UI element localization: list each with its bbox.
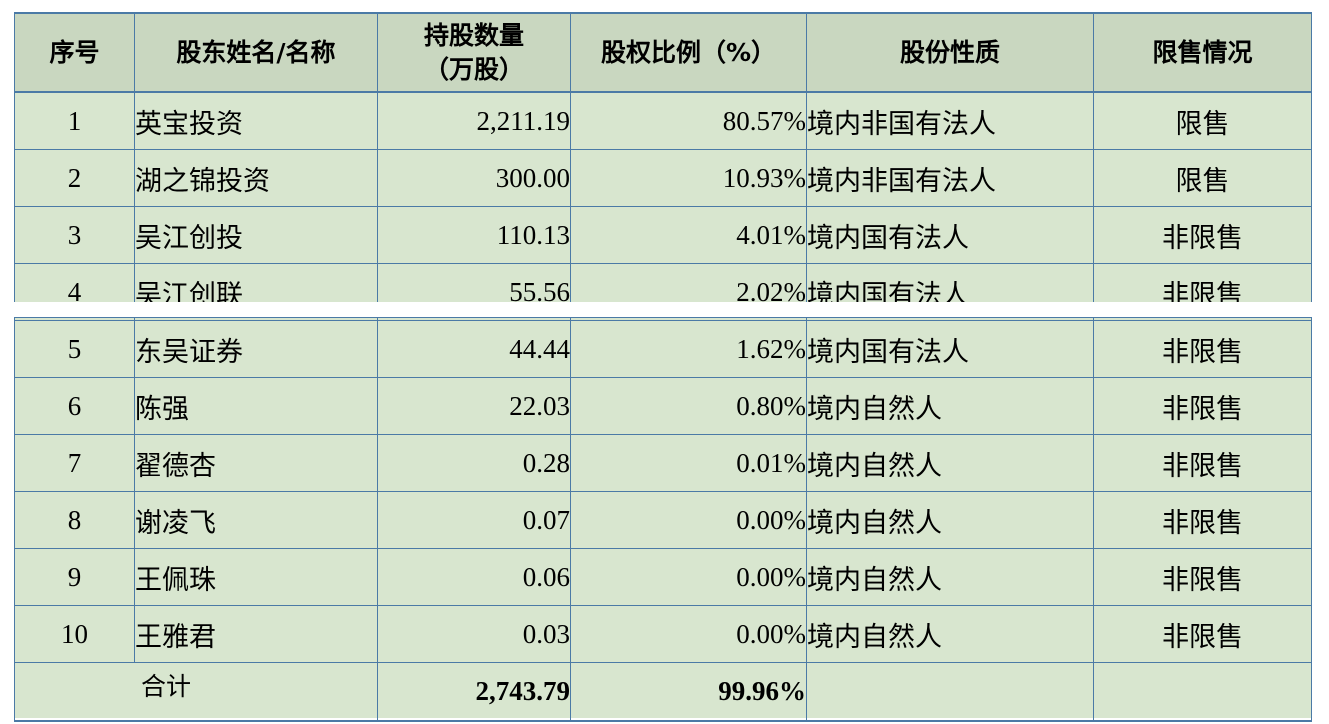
total-ratio: 99.96% bbox=[570, 662, 807, 722]
cell-ratio: 0.80% bbox=[570, 377, 807, 435]
cell-seq: 10 bbox=[14, 605, 135, 663]
cell-nature: 境内自然人 bbox=[806, 548, 1094, 606]
cell-shares: 0.03 bbox=[377, 605, 571, 663]
table-row: 1 英宝投资 2,211.19 80.57% 境内非国有法人 限售 bbox=[14, 91, 1312, 150]
header-ratio: 股权比例（%） bbox=[570, 12, 807, 93]
cell-nature: 境内自然人 bbox=[806, 377, 1094, 435]
cell-shares: 0.28 bbox=[377, 434, 571, 492]
table-row: 10 王雅君 0.03 0.00% 境内自然人 非限售 bbox=[14, 605, 1312, 663]
total-restriction-empty bbox=[1093, 662, 1312, 722]
cell-seq: 3 bbox=[14, 206, 135, 264]
table-row: 8 谢凌飞 0.07 0.00% 境内自然人 非限售 bbox=[14, 491, 1312, 549]
cell-restriction: 非限售 bbox=[1093, 491, 1312, 549]
total-label: 合计 bbox=[14, 662, 378, 722]
cell-restriction: 非限售 bbox=[1093, 548, 1312, 606]
cell-ratio: 10.93% bbox=[570, 149, 807, 207]
cell-ratio: 4.01% bbox=[570, 206, 807, 264]
cell-name: 英宝投资 bbox=[134, 91, 378, 150]
cell-name: 吴江创投 bbox=[134, 206, 378, 264]
cell-seq: 9 bbox=[14, 548, 135, 606]
table-row: 5 东吴证券 44.44 1.62% 境内国有法人 非限售 bbox=[14, 320, 1312, 378]
header-shares-line2: （万股） bbox=[423, 54, 524, 84]
cell-nature: 境内自然人 bbox=[806, 605, 1094, 663]
header-shares-line1: 持股数量 bbox=[423, 20, 524, 50]
cell-shares: 22.03 bbox=[377, 377, 571, 435]
cell-seq: 1 bbox=[14, 91, 135, 150]
cell-name: 王雅君 bbox=[134, 605, 378, 663]
header-restriction: 限售情况 bbox=[1093, 12, 1312, 93]
cell-shares: 0.07 bbox=[377, 491, 571, 549]
cell-restriction: 非限售 bbox=[1093, 605, 1312, 663]
cell-seq: 2 bbox=[14, 149, 135, 207]
cell-ratio: 1.62% bbox=[570, 320, 807, 378]
cell-restriction: 非限售 bbox=[1093, 377, 1312, 435]
cell-name: 湖之锦投资 bbox=[134, 149, 378, 207]
cell-seq: 7 bbox=[14, 434, 135, 492]
cell-restriction: 非限售 bbox=[1093, 434, 1312, 492]
table-row: 7 翟德杏 0.28 0.01% 境内自然人 非限售 bbox=[14, 434, 1312, 492]
header-shares: 持股数量 （万股） bbox=[377, 12, 571, 93]
cell-name: 陈强 bbox=[134, 377, 378, 435]
cell-shares: 44.44 bbox=[377, 320, 571, 378]
cell-restriction: 非限售 bbox=[1093, 206, 1312, 264]
cell-name: 翟德杏 bbox=[134, 434, 378, 492]
cell-nature: 境内非国有法人 bbox=[806, 149, 1094, 207]
cell-shares: 300.00 bbox=[377, 149, 571, 207]
total-shares: 2,743.79 bbox=[377, 662, 571, 722]
header-seq: 序号 bbox=[14, 12, 135, 93]
cell-ratio: 0.00% bbox=[570, 548, 807, 606]
cell-ratio: 0.00% bbox=[570, 605, 807, 663]
cell-name: 王佩珠 bbox=[134, 548, 378, 606]
cell-seq: 6 bbox=[14, 377, 135, 435]
shareholder-table: 序号 股东姓名/名称 持股数量 （万股） 股权比例（%） 股份性质 限售情况 1… bbox=[14, 12, 1312, 722]
cell-nature: 境内非国有法人 bbox=[806, 91, 1094, 150]
cell-nature: 境内自然人 bbox=[806, 491, 1094, 549]
table-row: 9 王佩珠 0.06 0.00% 境内自然人 非限售 bbox=[14, 548, 1312, 606]
cell-nature: 境内国有法人 bbox=[806, 206, 1094, 264]
header-nature: 股份性质 bbox=[806, 12, 1094, 93]
cell-name: 东吴证券 bbox=[134, 320, 378, 378]
cell-shares: 2,211.19 bbox=[377, 91, 571, 150]
cell-restriction: 限售 bbox=[1093, 91, 1312, 150]
cell-ratio: 0.01% bbox=[570, 434, 807, 492]
total-nature-empty bbox=[806, 662, 1094, 722]
cell-seq: 5 bbox=[14, 320, 135, 378]
cell-shares: 0.06 bbox=[377, 548, 571, 606]
cell-restriction: 非限售 bbox=[1093, 320, 1312, 378]
cell-shares: 110.13 bbox=[377, 206, 571, 264]
table-header-row: 序号 股东姓名/名称 持股数量 （万股） 股权比例（%） 股份性质 限售情况 bbox=[14, 12, 1312, 93]
table-row: 6 陈强 22.03 0.80% 境内自然人 非限售 bbox=[14, 377, 1312, 435]
table-row: 3 吴江创投 110.13 4.01% 境内国有法人 非限售 bbox=[14, 206, 1312, 264]
shareholder-table-panel: 序号 股东姓名/名称 持股数量 （万股） 股权比例（%） 股份性质 限售情况 1… bbox=[0, 12, 1329, 722]
page-break-rule bbox=[14, 317, 1311, 318]
table-row: 2 湖之锦投资 300.00 10.93% 境内非国有法人 限售 bbox=[14, 149, 1312, 207]
header-name: 股东姓名/名称 bbox=[134, 12, 378, 93]
cell-name: 谢凌飞 bbox=[134, 491, 378, 549]
page-break-gap bbox=[0, 302, 1329, 317]
cell-restriction: 限售 bbox=[1093, 149, 1312, 207]
cell-ratio: 0.00% bbox=[570, 491, 807, 549]
cell-seq: 8 bbox=[14, 491, 135, 549]
total-row: 合计 2,743.79 99.96% bbox=[14, 662, 1312, 722]
cell-nature: 境内国有法人 bbox=[806, 320, 1094, 378]
cell-nature: 境内自然人 bbox=[806, 434, 1094, 492]
cell-ratio: 80.57% bbox=[570, 91, 807, 150]
